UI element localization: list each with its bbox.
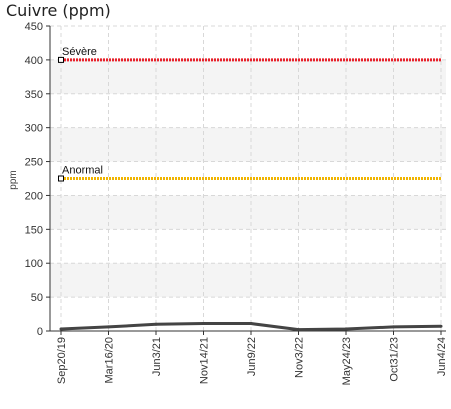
data-point (249, 322, 253, 326)
data-point (154, 322, 158, 326)
data-point (202, 322, 205, 326)
data-point (297, 328, 300, 332)
x-tick-label: Sep20/19 (56, 337, 68, 384)
x-tick-labels: Sep20/19 Mar16/20 Jun3/21 Nov14/21 Jun9/22 No… (56, 337, 448, 385)
y-tick-label: 350 (25, 89, 43, 101)
background-band (50, 195, 446, 230)
data-point (439, 324, 443, 328)
background-band (50, 127, 446, 162)
axes (46, 25, 446, 335)
chart-title: Cuivre (ppm) (6, 1, 111, 20)
threshold-label: Anormal (62, 165, 103, 177)
y-tick-label: 200 (25, 190, 43, 202)
x-tick-label: Jun9/22 (246, 337, 258, 376)
y-tick-label: 450 (25, 21, 43, 33)
x-tick-label: Mar16/20 (104, 337, 116, 383)
threshold-label: Sévère (62, 46, 97, 58)
threshold-lines: Sévère Anormal (58, 46, 441, 182)
y-tick-labels: 0 50 100 150 200 250 300 350 400 450 (25, 21, 43, 338)
data-point (392, 325, 395, 329)
background-bands (50, 59, 446, 298)
threshold-marker (58, 175, 64, 182)
data-series (59, 322, 443, 332)
threshold-marker (58, 56, 64, 63)
background-band (50, 59, 446, 94)
data-point (59, 327, 63, 331)
x-tick-label: Oct31/23 (389, 337, 401, 382)
x-tick-label: Jun4/24 (436, 337, 448, 376)
x-tick-label: Jun3/21 (151, 337, 163, 376)
x-tick-label: Nov3/22 (294, 337, 306, 378)
x-tick-label: May24/23 (341, 337, 353, 385)
y-tick-label: 0 (37, 326, 43, 338)
y-tick-label: 150 (25, 224, 43, 236)
x-tick-label: Nov14/21 (199, 337, 211, 384)
y-tick-label: 300 (25, 123, 43, 135)
y-axis-label: ppm (8, 170, 19, 189)
background-band (50, 263, 446, 298)
y-tick-label: 400 (25, 55, 43, 67)
data-point (344, 327, 348, 331)
data-point (107, 325, 110, 329)
y-tick-label: 50 (31, 292, 43, 304)
y-tick-label: 250 (25, 157, 43, 169)
y-tick-label: 100 (25, 258, 43, 270)
